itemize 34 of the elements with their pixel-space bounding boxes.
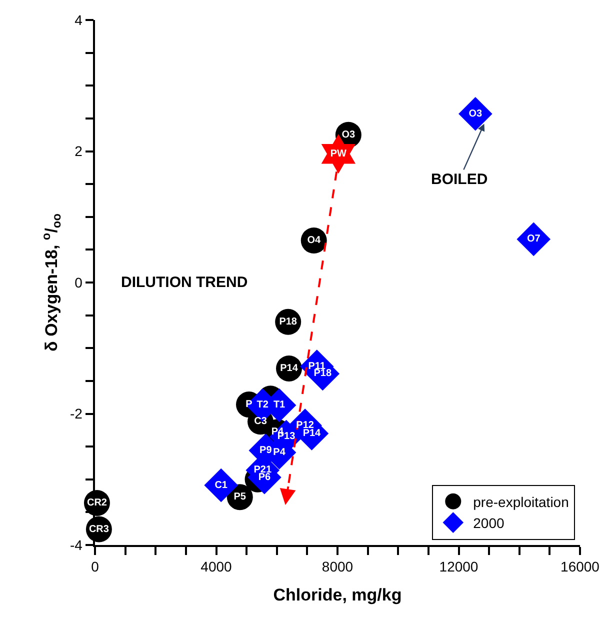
data-label: P9 [260, 445, 272, 456]
annotation: DILUTION TREND [121, 274, 248, 291]
y-tick-label: 4 [74, 12, 83, 28]
data-label: O3 [468, 108, 483, 120]
data-label: T2 [256, 400, 269, 411]
data-label: C3 [254, 416, 268, 428]
data-label: CR2 [86, 498, 108, 508]
x-tick-label: 16000 [560, 558, 600, 575]
data-label: P18 [279, 316, 298, 328]
legend-label: pre-exploitation [473, 494, 569, 510]
x-axis-title: Chloride, mg/kg [273, 585, 402, 604]
y-tick-label: -2 [70, 406, 83, 422]
data-label: O4 [307, 235, 321, 246]
x-tick-label: 4000 [200, 558, 232, 575]
data-label: PW [330, 148, 348, 160]
data-label: C1 [214, 480, 228, 491]
data-label: P4 [273, 446, 286, 458]
data-label: T1 [273, 400, 286, 411]
data-label: P14 [280, 362, 298, 374]
x-tick-label: 12000 [439, 558, 478, 575]
data-label: O7 [526, 234, 541, 245]
data-label: P [246, 399, 253, 410]
y-tick-label: -4 [70, 536, 83, 553]
data-label: P5 [234, 492, 246, 503]
y-tick-label: 2 [74, 143, 83, 160]
legend-label: 2000 [473, 515, 505, 532]
annotation: BOILED [431, 171, 488, 188]
point [516, 222, 551, 256]
y-tick-label: 0 [74, 274, 83, 290]
x-tick-label: 8000 [322, 558, 354, 575]
data-label: P14 [302, 428, 322, 439]
data-label: CR3 [88, 524, 110, 535]
data-label: O3 [342, 129, 356, 140]
x-tick-label: 0 [91, 558, 100, 575]
